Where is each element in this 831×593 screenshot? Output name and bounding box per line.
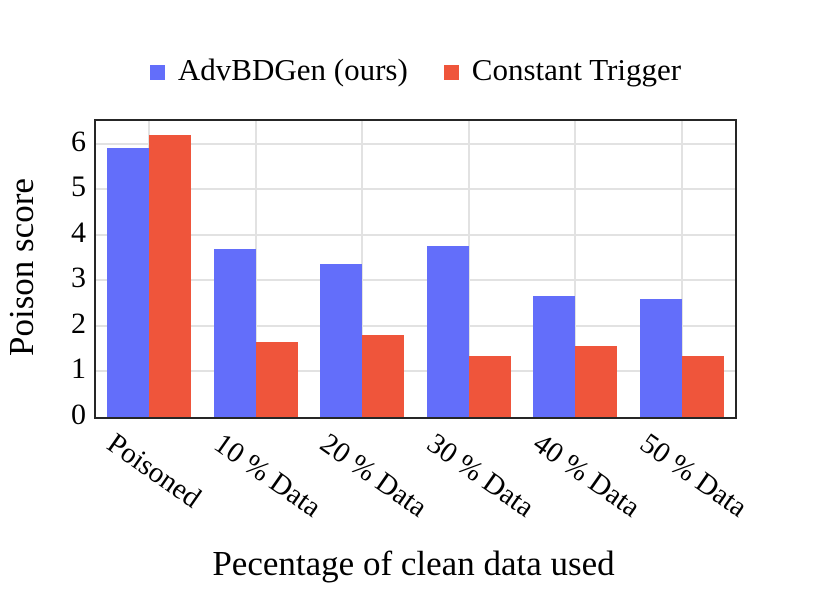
gridline-horizontal xyxy=(96,233,735,236)
bar-advbdgen-4 xyxy=(426,246,469,417)
gridline-horizontal xyxy=(96,142,735,145)
bar-constant-trigger-4 xyxy=(468,356,511,417)
bar-constant-trigger-3 xyxy=(362,335,405,417)
gridline-vertical xyxy=(467,121,470,417)
x-tick-label: 40 % Data xyxy=(527,427,647,524)
bar-constant-trigger-2 xyxy=(255,342,298,417)
y-axis-tick-labels: 0 1 2 3 4 5 6 xyxy=(0,119,86,431)
gridline-vertical xyxy=(361,121,364,417)
legend-swatch-advbdgen xyxy=(149,65,165,80)
plot-area xyxy=(94,119,737,419)
bar-constant-trigger-1 xyxy=(149,135,192,417)
legend-label-constant-trigger: Constant Trigger xyxy=(471,52,682,87)
bar-constant-trigger-5 xyxy=(575,346,618,417)
gridline-vertical xyxy=(254,121,257,417)
gridline-horizontal xyxy=(96,188,735,191)
legend-label-advbdgen: AdvBDGen (ours) xyxy=(177,52,408,87)
legend-item-advbdgen: AdvBDGen (ours) xyxy=(149,52,408,87)
bar-advbdgen-6 xyxy=(639,299,682,417)
y-tick-label: 3 xyxy=(71,261,86,295)
bar-advbdgen-3 xyxy=(320,264,363,417)
bar-advbdgen-1 xyxy=(107,148,150,417)
legend-item-constant-trigger: Constant Trigger xyxy=(443,52,682,87)
gridline-horizontal xyxy=(96,279,735,282)
bar-advbdgen-2 xyxy=(213,249,256,417)
gridline-vertical xyxy=(574,121,577,417)
bar-advbdgen-5 xyxy=(533,296,576,417)
bar-constant-trigger-6 xyxy=(681,356,724,417)
y-tick-label: 4 xyxy=(71,215,86,249)
y-tick-label: 6 xyxy=(71,124,86,158)
y-tick-label: 1 xyxy=(71,352,86,386)
x-tick-label: 50 % Data xyxy=(633,427,753,524)
y-tick-label: 0 xyxy=(71,398,86,431)
y-tick-label: 2 xyxy=(71,306,86,340)
x-tick-label: 30 % Data xyxy=(420,427,540,524)
gridline-horizontal xyxy=(96,324,735,327)
legend: AdvBDGen (ours) Constant Trigger xyxy=(0,54,831,85)
x-axis-title: Pecentage of clean data used xyxy=(212,544,615,583)
x-tick-label: Poisoned xyxy=(101,427,207,515)
gridline-vertical xyxy=(680,121,683,417)
x-tick-label: 10 % Data xyxy=(207,427,327,524)
legend-swatch-constant-trigger xyxy=(443,65,459,80)
y-tick-label: 5 xyxy=(71,170,86,204)
x-tick-label: 20 % Data xyxy=(314,427,434,524)
gridline-horizontal xyxy=(96,370,735,373)
